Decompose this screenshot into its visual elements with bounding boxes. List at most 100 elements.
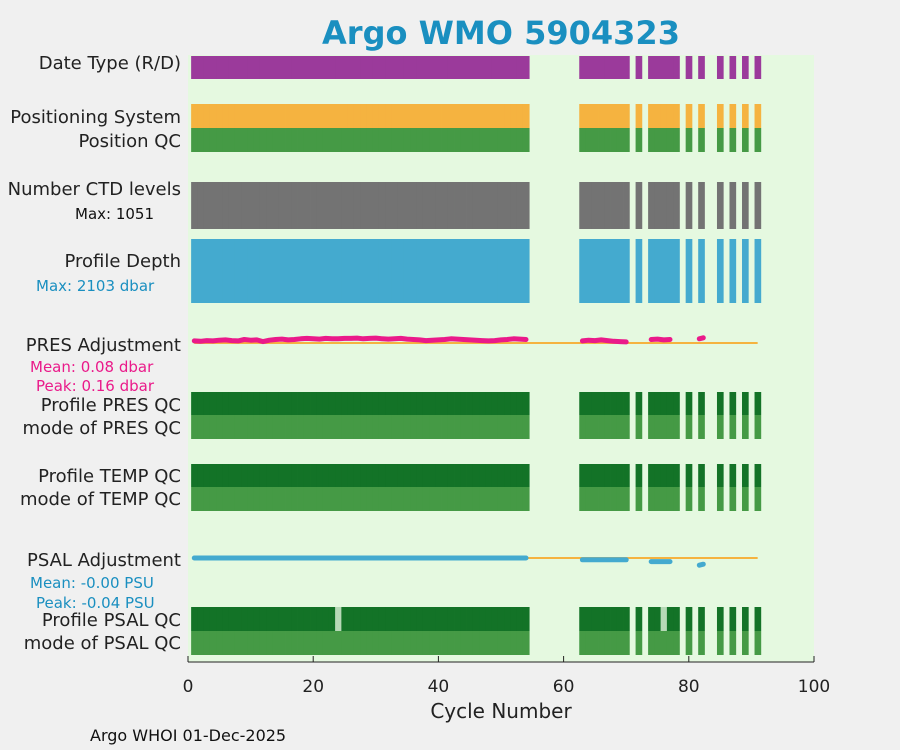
bar-mode-of-pres-qc-cycle-74 xyxy=(648,415,655,439)
bar-profile-temp-qc-cycle-36 xyxy=(410,464,417,487)
bar-position-qc-cycle-68 xyxy=(610,128,618,152)
bar-profile-depth-cycle-13 xyxy=(266,239,273,303)
bar-profile-psal-qc-cycle-68 xyxy=(610,607,618,631)
bar-profile-depth-cycle-69 xyxy=(616,239,624,303)
bar-positioning-system-cycle-17 xyxy=(291,104,298,128)
bar-date-type-r-d-cycle-40 xyxy=(435,56,442,79)
bar-profile-depth-cycle-20 xyxy=(310,239,317,303)
bar-date-type-r-d-cycle-64 xyxy=(585,56,593,79)
bar-number-ctd-levels-cycle-9 xyxy=(241,182,248,229)
bar-positioning-system-cycle-49 xyxy=(491,104,499,128)
bar-number-ctd-levels-cycle-53 xyxy=(516,182,524,229)
bar-profile-temp-qc-cycle-2 xyxy=(197,464,205,487)
bar-date-type-r-d-cycle-80 xyxy=(685,56,693,79)
bar-mode-of-psal-qc-cycle-1 xyxy=(191,631,198,655)
bar-profile-temp-qc-cycle-54 xyxy=(522,464,530,487)
bar-profile-psal-qc-cycle-69 xyxy=(616,607,624,631)
bar-positioning-system-cycle-40 xyxy=(435,104,442,128)
bar-number-ctd-levels-cycle-72 xyxy=(635,182,643,229)
bar-position-qc-cycle-91 xyxy=(754,128,762,152)
bar-mode-of-psal-qc-cycle-26 xyxy=(347,631,355,655)
bar-number-ctd-levels-cycle-74 xyxy=(648,182,655,229)
bar-profile-temp-qc-cycle-3 xyxy=(203,464,211,487)
bar-position-qc-cycle-3 xyxy=(203,128,211,152)
bar-positioning-system-cycle-48 xyxy=(485,104,493,128)
bar-mode-of-psal-qc-cycle-22 xyxy=(322,631,330,655)
bar-profile-depth-cycle-68 xyxy=(610,239,618,303)
bar-profile-depth-cycle-38 xyxy=(422,239,430,303)
bar-profile-temp-qc-cycle-15 xyxy=(278,464,286,487)
bar-date-type-r-d-cycle-87 xyxy=(729,56,737,79)
bar-profile-psal-qc-cycle-91 xyxy=(754,607,762,631)
bar-profile-pres-qc-cycle-1 xyxy=(191,392,198,415)
bar-number-ctd-levels-cycle-69 xyxy=(616,182,624,229)
bar-mode-of-pres-qc-cycle-13 xyxy=(266,415,273,439)
bar-mode-of-pres-qc-cycle-1 xyxy=(191,415,198,439)
bar-positioning-system-cycle-46 xyxy=(472,104,480,128)
bar-profile-pres-qc-cycle-39 xyxy=(429,392,436,415)
bar-profile-depth-cycle-43 xyxy=(454,239,461,303)
bar-profile-temp-qc-cycle-49 xyxy=(491,464,499,487)
bar-profile-pres-qc-cycle-75 xyxy=(654,392,662,415)
bar-profile-depth-cycle-72 xyxy=(635,239,643,303)
bar-profile-depth-cycle-53 xyxy=(516,239,524,303)
bar-date-type-r-d-cycle-17 xyxy=(291,56,298,79)
bar-positioning-system-cycle-38 xyxy=(422,104,430,128)
bar-position-qc-cycle-32 xyxy=(385,128,392,152)
bar-mode-of-pres-qc-cycle-6 xyxy=(222,415,230,439)
x-tick-label-40: 40 xyxy=(428,677,450,697)
bar-date-type-r-d-cycle-89 xyxy=(742,56,749,79)
bar-profile-temp-qc-cycle-8 xyxy=(234,464,242,487)
bar-profile-temp-qc-cycle-68 xyxy=(610,464,618,487)
bar-mode-of-temp-qc-cycle-65 xyxy=(591,487,599,511)
bar-date-type-r-d-cycle-2 xyxy=(197,56,205,79)
bar-profile-pres-qc-cycle-31 xyxy=(378,392,386,415)
bar-date-type-r-d-cycle-10 xyxy=(247,56,255,79)
bar-mode-of-temp-qc-cycle-35 xyxy=(403,487,411,511)
bar-mode-of-psal-qc-cycle-21 xyxy=(316,631,323,655)
bar-number-ctd-levels-cycle-35 xyxy=(403,182,411,229)
bar-positioning-system-cycle-14 xyxy=(272,104,280,128)
bar-mode-of-psal-qc-cycle-12 xyxy=(259,631,267,655)
bar-profile-temp-qc-cycle-69 xyxy=(616,464,624,487)
bar-mode-of-pres-qc-cycle-87 xyxy=(729,415,737,439)
bar-position-qc-cycle-69 xyxy=(616,128,624,152)
bar-number-ctd-levels-cycle-18 xyxy=(297,182,305,229)
bar-date-type-r-d-cycle-3 xyxy=(203,56,211,79)
bar-date-type-r-d-cycle-34 xyxy=(397,56,405,79)
bar-profile-psal-qc-cycle-53 xyxy=(516,607,524,631)
bar-mode-of-temp-qc-cycle-47 xyxy=(479,487,486,511)
bar-profile-depth-cycle-63 xyxy=(579,239,586,303)
bar-positioning-system-cycle-9 xyxy=(241,104,248,128)
bar-profile-psal-qc-cycle-45 xyxy=(466,607,474,631)
bar-number-ctd-levels-cycle-16 xyxy=(285,182,292,229)
bar-mode-of-psal-qc-cycle-80 xyxy=(685,631,693,655)
bar-profile-depth-cycle-8 xyxy=(234,239,242,303)
bar-profile-psal-qc-cycle-41 xyxy=(441,607,449,631)
bar-profile-temp-qc-cycle-35 xyxy=(403,464,411,487)
bar-position-qc-cycle-4 xyxy=(209,128,217,152)
bar-profile-temp-qc-cycle-21 xyxy=(316,464,323,487)
bar-position-qc-cycle-64 xyxy=(585,128,593,152)
bars-layer xyxy=(191,56,762,655)
bar-mode-of-psal-qc-cycle-28 xyxy=(360,631,367,655)
bar-number-ctd-levels-cycle-89 xyxy=(742,182,749,229)
bar-mode-of-temp-qc-cycle-16 xyxy=(285,487,292,511)
bar-mode-of-temp-qc-cycle-8 xyxy=(234,487,242,511)
bar-number-ctd-levels-cycle-27 xyxy=(353,182,361,229)
bar-position-qc-cycle-51 xyxy=(504,128,511,152)
bar-profile-pres-qc-cycle-38 xyxy=(422,392,430,415)
bar-profile-depth-cycle-29 xyxy=(366,239,374,303)
bar-date-type-r-d-cycle-65 xyxy=(591,56,599,79)
bar-position-qc-cycle-33 xyxy=(391,128,399,152)
bar-date-type-r-d-cycle-21 xyxy=(316,56,323,79)
bar-number-ctd-levels-cycle-78 xyxy=(673,182,680,229)
bar-profile-depth-cycle-25 xyxy=(341,239,349,303)
bar-positioning-system-cycle-27 xyxy=(353,104,361,128)
bar-mode-of-pres-qc-cycle-28 xyxy=(360,415,367,439)
bar-date-type-r-d-cycle-1 xyxy=(191,56,198,79)
bar-positioning-system-cycle-24 xyxy=(335,104,342,128)
bar-profile-pres-qc-cycle-51 xyxy=(504,392,511,415)
bar-number-ctd-levels-cycle-29 xyxy=(366,182,374,229)
bar-mode-of-temp-qc-cycle-91 xyxy=(754,487,762,511)
